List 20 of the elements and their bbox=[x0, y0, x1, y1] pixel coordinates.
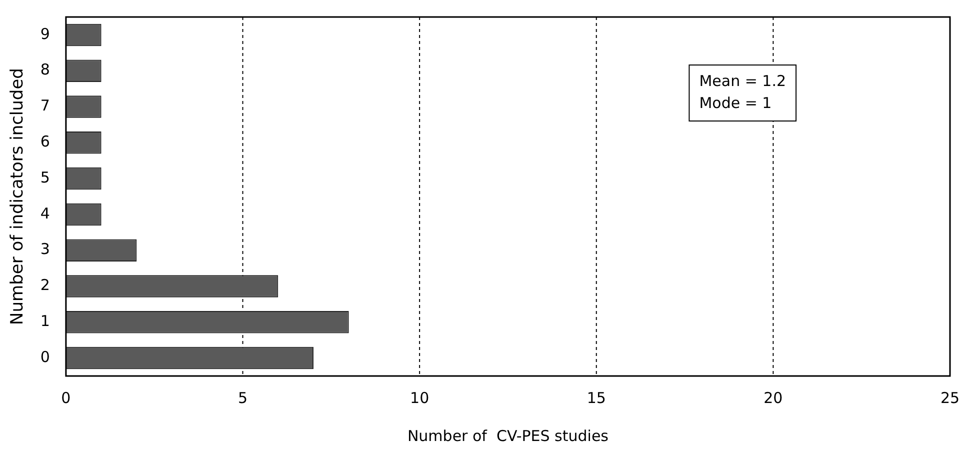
y-tick-label: 5 bbox=[40, 168, 50, 186]
y-tick-label: 4 bbox=[40, 204, 50, 222]
y-tick-label: 1 bbox=[40, 312, 50, 330]
y-tick-label: 9 bbox=[40, 24, 50, 43]
y-axis-title: Number of indicators included bbox=[8, 68, 28, 325]
y-tick-label: 6 bbox=[40, 132, 50, 151]
x-tick-label: 25 bbox=[940, 388, 960, 407]
annotation: Mean = 1.2 bbox=[699, 72, 786, 90]
x-axis-title: Number of CV-PES studies bbox=[407, 426, 609, 445]
y-tick-label: 8 bbox=[40, 60, 50, 79]
y-tick-label: 7 bbox=[40, 96, 50, 115]
annotation: Mode = 1 bbox=[699, 94, 772, 112]
x-tick-label: 15 bbox=[586, 388, 606, 407]
y-tick-label: 3 bbox=[40, 240, 50, 258]
y-tick-label: 2 bbox=[40, 276, 50, 294]
y-tick-label: 0 bbox=[40, 348, 50, 366]
x-tick-label: 0 bbox=[61, 388, 71, 407]
x-tick-label: 10 bbox=[410, 388, 430, 407]
x-tick-label: 20 bbox=[764, 388, 783, 407]
x-tick-label: 5 bbox=[238, 388, 248, 407]
